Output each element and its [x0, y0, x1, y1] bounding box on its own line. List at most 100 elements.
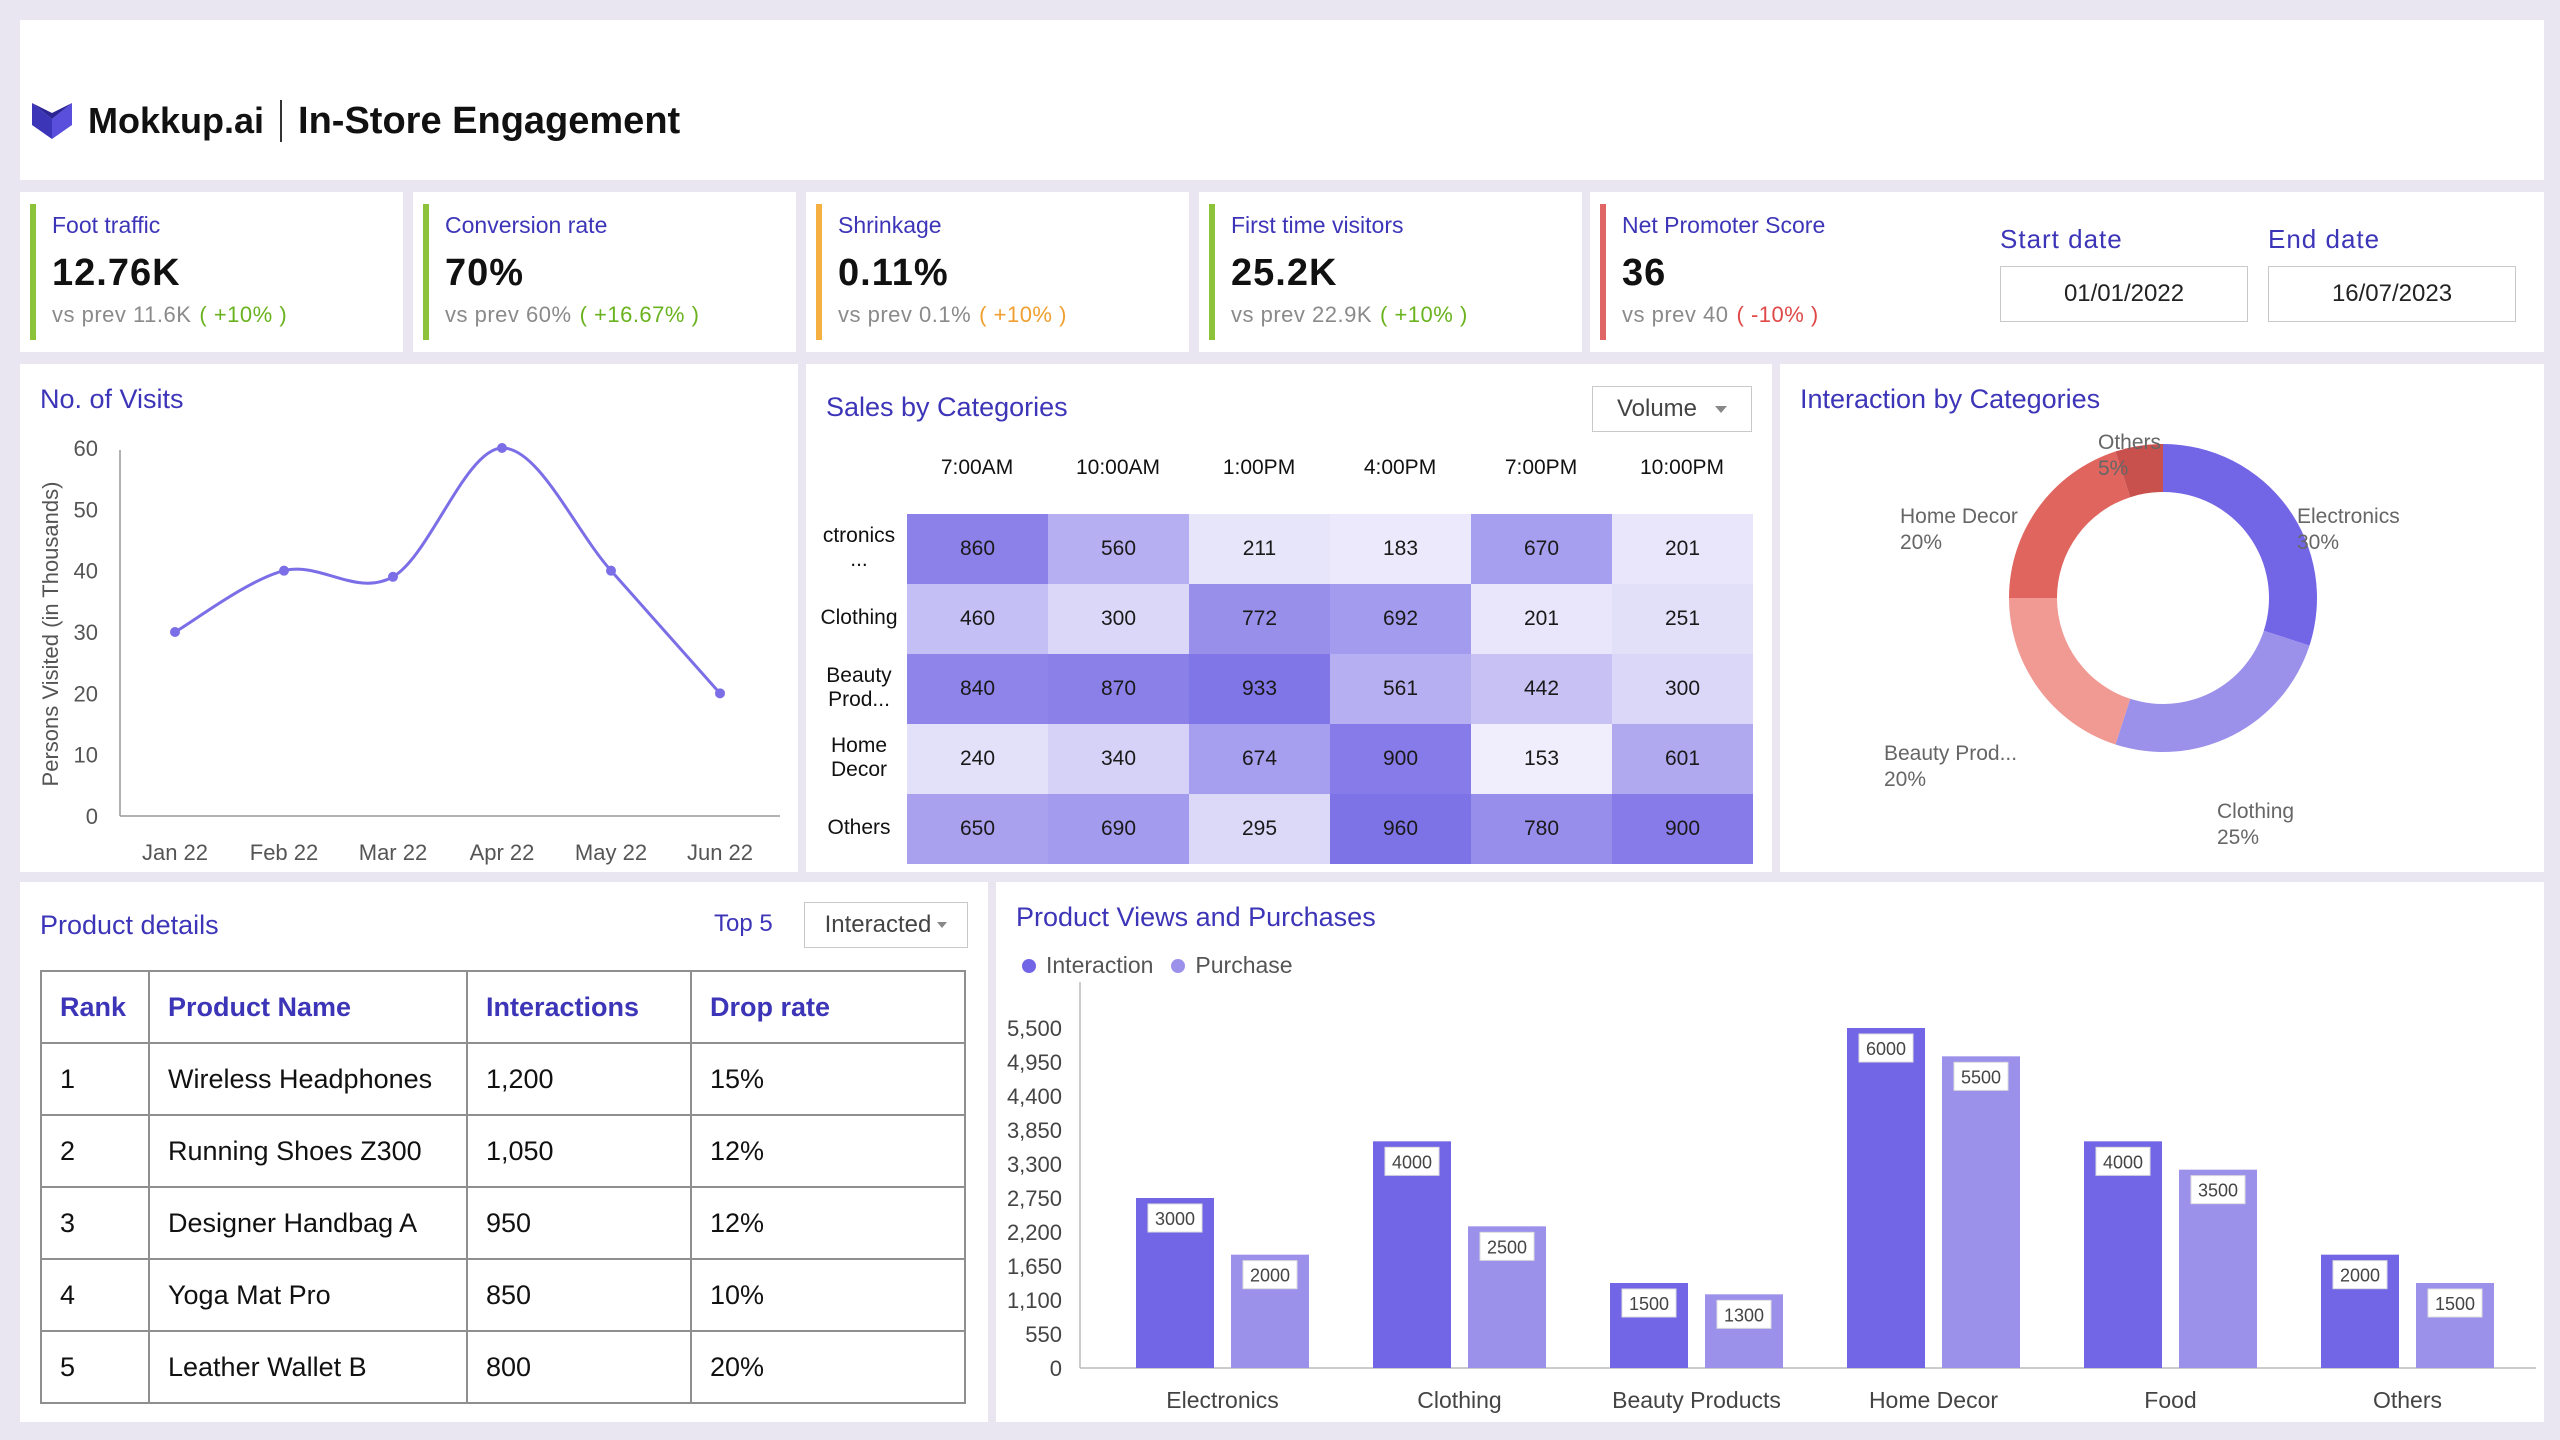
cell-drop-rate: 12% [690, 1114, 966, 1188]
heatmap-cell[interactable]: 870 [1048, 654, 1189, 724]
y-axis-label: Persons Visited (in Thousands) [38, 482, 63, 787]
heatmap-cell[interactable]: 300 [1612, 654, 1753, 724]
heatmap-column-header: 10:00PM [1639, 456, 1725, 479]
table-row[interactable]: 4 Yoga Mat Pro 850 10% [40, 1258, 966, 1332]
details-sort-dropdown[interactable]: Interacted [804, 902, 968, 948]
data-label-box [1953, 1061, 2009, 1091]
heatmap-column-header: 10:00AM [1075, 456, 1161, 479]
legend-swatch [1022, 958, 1036, 973]
table-row[interactable]: 1 Wireless Headphones 1,200 15% [40, 1042, 966, 1116]
heatmap-cell[interactable]: 780 [1471, 794, 1612, 864]
heatmap-cell[interactable]: 860 [907, 514, 1048, 584]
end-date-input[interactable]: 16/07/2023 [2268, 266, 2516, 322]
col-interactions: Interactions [466, 970, 692, 1044]
kpi-compare-text: vs prev 22.9K [1231, 302, 1373, 327]
data-point [715, 688, 725, 699]
heatmap-row-header: Clothing [820, 606, 898, 629]
kpi-label: Foot traffic [52, 212, 161, 238]
heatmap-cell[interactable]: 933 [1189, 654, 1330, 724]
start-date-input[interactable]: 01/01/2022 [2000, 266, 2248, 322]
data-label-box [2332, 1260, 2388, 1290]
y-tick-label: 5,500 [1007, 1016, 1062, 1041]
heatmap-cell[interactable]: 295 [1189, 794, 1330, 864]
heatmap-cell[interactable]: 300 [1048, 584, 1189, 654]
table-row[interactable]: 3 Designer Handbag A 950 12% [40, 1186, 966, 1260]
table-row[interactable]: 2 Running Shoes Z300 1,050 12% [40, 1114, 966, 1188]
visits-title: No. of Visits [40, 384, 184, 414]
heatmap-cell[interactable]: 442 [1471, 654, 1612, 724]
visits-line-chart: 0 10 20 30 40 50 60 Persons Visited (in Thousan… [38, 436, 780, 865]
heatmap-cell[interactable]: 211 [1189, 514, 1330, 584]
donut-label-clothing: Clothing 25% [2217, 799, 2294, 851]
y-tick-label: 550 [1025, 1322, 1062, 1347]
data-label: 6000 [1866, 1039, 1906, 1059]
kpi-value: 70% [445, 252, 525, 294]
legend-label: Purchase [1195, 952, 1293, 978]
heatmap-cell[interactable]: 674 [1189, 724, 1330, 794]
x-tick-label: Apr 22 [470, 840, 535, 865]
y-tick-label: 20 [74, 681, 98, 706]
sales-title: Sales by Categories [826, 392, 1068, 422]
heatmap-cell[interactable]: 251 [1612, 584, 1753, 654]
heatmap-cell[interactable]: 690 [1048, 794, 1189, 864]
kpi-label: First time visitors [1231, 212, 1404, 238]
kpi-accent-bar [30, 204, 36, 340]
heatmap-cell[interactable]: 153 [1471, 724, 1612, 794]
heatmap-cell[interactable]: 340 [1048, 724, 1189, 794]
kpi-compare: vs prev 60% ( +16.67% ) [445, 302, 699, 328]
heatmap-cell[interactable]: 900 [1330, 724, 1471, 794]
heatmap-cell[interactable]: 772 [1189, 584, 1330, 654]
kpi-compare: vs prev 0.1% ( +10% ) [838, 302, 1067, 328]
x-tick-label: Jun 22 [687, 840, 753, 865]
kpi-accent-bar [1600, 204, 1606, 340]
cell-rank: 1 [40, 1042, 150, 1116]
heatmap-cell[interactable]: 201 [1612, 514, 1753, 584]
chevron-down-icon [937, 922, 948, 928]
heatmap-cell[interactable]: 560 [1048, 514, 1189, 584]
data-label-box [1621, 1288, 1677, 1318]
top-five-link[interactable]: Top 5 [714, 910, 773, 937]
data-label: 2500 [1487, 1237, 1527, 1257]
donut-label-electronics: Electronics 30% [2297, 504, 2400, 556]
visits-series-line [174, 446, 722, 695]
heatmap-row-header: Home Decor [830, 734, 888, 781]
legend-item-purchase[interactable]: Purchase [1171, 952, 1293, 979]
sales-metric-dropdown[interactable]: Volume [1592, 386, 1752, 432]
heatmap-cell[interactable]: 840 [907, 654, 1048, 724]
heatmap-cell[interactable]: 240 [907, 724, 1048, 794]
legend-item-interaction[interactable]: Interaction [1022, 952, 1153, 979]
table-row[interactable]: 5 Leather Wallet B 800 20% [40, 1330, 966, 1404]
heatmap-cell[interactable]: 670 [1471, 514, 1612, 584]
views-panel: Product Views and Purchases Interaction … [996, 882, 2544, 1422]
heatmap-cell[interactable]: 561 [1330, 654, 1471, 724]
data-label-box [2095, 1146, 2151, 1176]
heatmap-cell[interactable]: 692 [1330, 584, 1471, 654]
donut-label-name: Electronics [2297, 505, 2400, 528]
y-tick-label: 2,750 [1007, 1186, 1062, 1211]
interaction-title: Interaction by Categories [1800, 384, 2101, 414]
views-bar-chart: 0 550 1,100 1,650 2,200 2,750 3,300 3,850 4,400 4… [1007, 982, 2536, 1413]
col-drop-rate: Drop rate [690, 970, 966, 1044]
heatmap-cell[interactable]: 900 [1612, 794, 1753, 864]
bar-interaction [2084, 1141, 2162, 1368]
donut-slice [2163, 444, 2317, 646]
y-tick-label: 0 [86, 804, 98, 829]
x-tick-label: Electronics [1166, 1387, 1278, 1413]
cell-rank: 4 [40, 1258, 150, 1332]
cell-product-name: Leather Wallet B [148, 1330, 468, 1404]
start-date-label: Start date [2000, 224, 2123, 254]
heatmap-cell[interactable]: 201 [1471, 584, 1612, 654]
donut-label-percent: 25% [2217, 826, 2260, 849]
heatmap-cell[interactable]: 960 [1330, 794, 1471, 864]
cell-drop-rate: 10% [690, 1258, 966, 1332]
data-point [388, 571, 398, 582]
heatmap-cell[interactable]: 650 [907, 794, 1048, 864]
data-label: 1300 [1724, 1305, 1764, 1325]
data-label: 4000 [2103, 1152, 2143, 1172]
heatmap-cell[interactable]: 460 [907, 584, 1048, 654]
data-label-box [1242, 1260, 1298, 1290]
heatmap-cell[interactable]: 183 [1330, 514, 1471, 584]
heatmap-cell[interactable]: 601 [1612, 724, 1753, 794]
donut-slice [2115, 630, 2310, 752]
x-tick-label: Home Decor [1869, 1387, 1998, 1413]
